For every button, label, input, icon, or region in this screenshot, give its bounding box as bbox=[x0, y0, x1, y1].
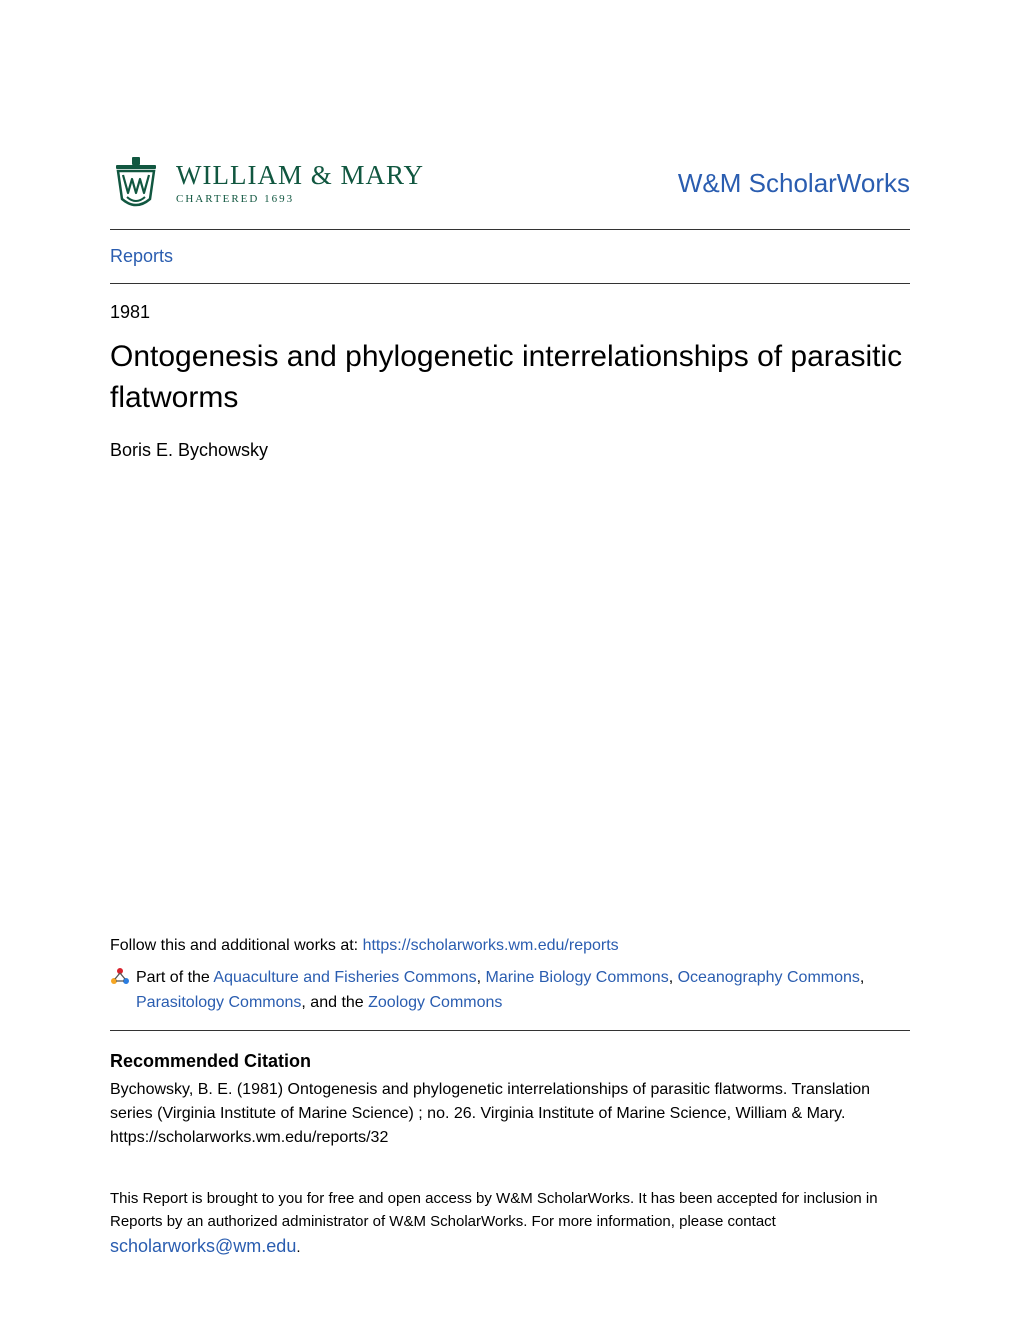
commons-link-4[interactable]: Zoology Commons bbox=[368, 994, 502, 1011]
citation-text: Bychowsky, B. E. (1981) Ontogenesis and … bbox=[110, 1078, 910, 1150]
follow-prefix: Follow this and additional works at: bbox=[110, 937, 363, 954]
spacer bbox=[110, 461, 910, 937]
sep-and: , and the bbox=[301, 994, 368, 1011]
part-of-line: Part of the Aquaculture and Fisheries Co… bbox=[110, 965, 910, 1016]
footer-note: This Report is brought to you for free a… bbox=[110, 1188, 910, 1260]
sep-1: , bbox=[669, 969, 678, 986]
page-title: Ontogenesis and phylogenetic interrelati… bbox=[110, 337, 910, 418]
follow-line: Follow this and additional works at: htt… bbox=[110, 937, 910, 955]
sep-2: , bbox=[860, 969, 864, 986]
follow-url-link[interactable]: https://scholarworks.wm.edu/reports bbox=[363, 937, 619, 954]
wm-crest-icon bbox=[110, 155, 162, 211]
commons-link-1[interactable]: Marine Biology Commons bbox=[486, 969, 669, 986]
institution-subtitle: CHARTERED 1693 bbox=[176, 193, 424, 205]
scholarworks-link[interactable]: W&M ScholarWorks bbox=[678, 168, 910, 199]
commons-link-3[interactable]: Parasitology Commons bbox=[136, 994, 301, 1011]
institution-name: WILLIAM & MARY bbox=[176, 161, 424, 189]
reports-link[interactable]: Reports bbox=[110, 246, 173, 266]
partof-prefix: Part of the bbox=[136, 969, 213, 986]
author-name: Boris E. Bychowsky bbox=[110, 440, 910, 461]
contact-email-link[interactable]: scholarworks@wm.edu bbox=[110, 1236, 296, 1256]
part-of-text: Part of the Aquaculture and Fisheries Co… bbox=[136, 965, 910, 1016]
institution-text: WILLIAM & MARY CHARTERED 1693 bbox=[176, 161, 424, 205]
citation-heading: Recommended Citation bbox=[110, 1051, 910, 1072]
page: WILLIAM & MARY CHARTERED 1693 W&M Schola… bbox=[0, 0, 1020, 1320]
sep-0: , bbox=[477, 969, 486, 986]
network-icon bbox=[110, 967, 130, 987]
header-row: WILLIAM & MARY CHARTERED 1693 W&M Schola… bbox=[110, 155, 910, 229]
institution-logo-link[interactable]: WILLIAM & MARY CHARTERED 1693 bbox=[110, 155, 424, 211]
footer-text-after: . bbox=[296, 1239, 300, 1256]
publication-year: 1981 bbox=[110, 302, 910, 323]
divider-breadcrumb bbox=[110, 283, 910, 284]
commons-link-0[interactable]: Aquaculture and Fisheries Commons bbox=[213, 969, 476, 986]
divider-mid bbox=[110, 1030, 910, 1031]
footer-text-before: This Report is brought to you for free a… bbox=[110, 1190, 878, 1230]
commons-link-2[interactable]: Oceanography Commons bbox=[678, 969, 860, 986]
breadcrumb: Reports bbox=[110, 230, 910, 283]
